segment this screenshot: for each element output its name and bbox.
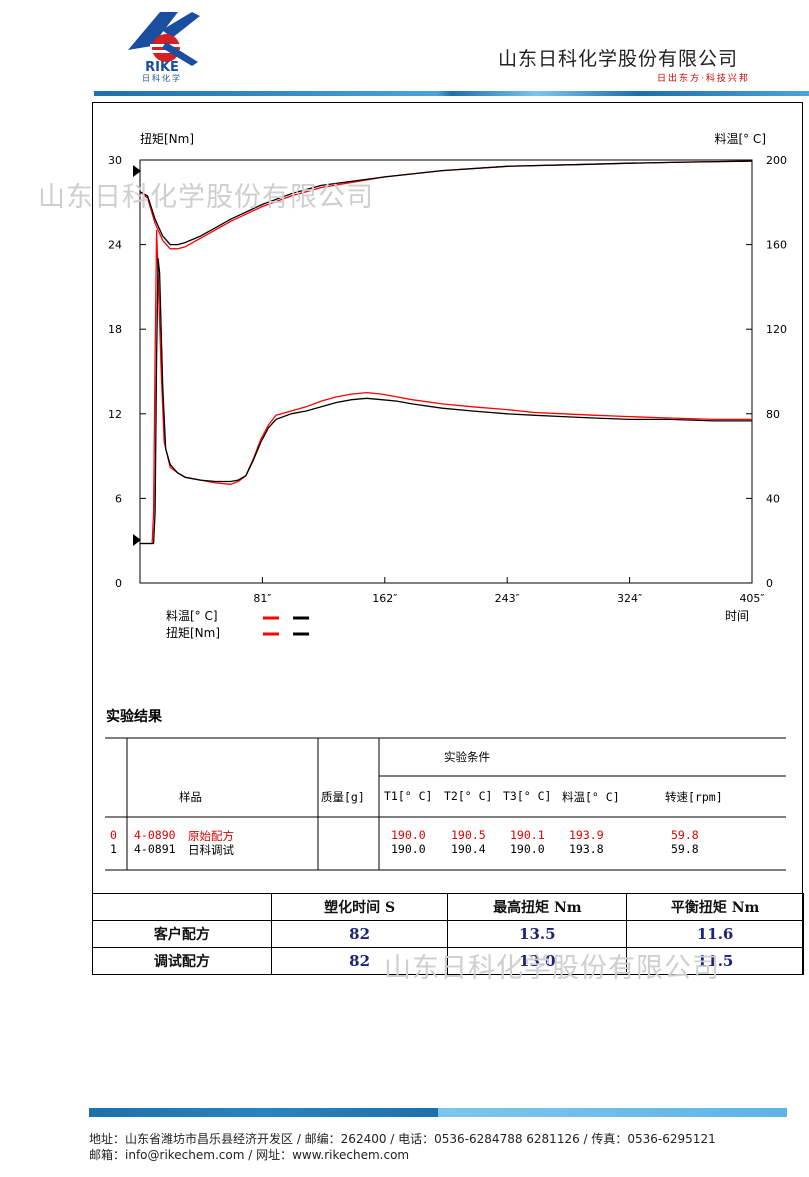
footer-address: 地址：山东省潍坊市昌乐县经济开发区 / 邮编：262400 / 电话：0536-…	[89, 1132, 716, 1146]
row1-temp: 193.8	[569, 842, 604, 856]
row0-code: 4-0890	[134, 828, 176, 842]
left-tick-label: 18	[108, 323, 122, 336]
row0-speed: 59.8	[671, 828, 699, 842]
summary-eq-torque: 11.5	[626, 947, 804, 975]
cond-speed-header: 转速[rpm]	[665, 790, 723, 804]
cond-temp-header: 料温[° C]	[562, 790, 620, 804]
summary-row-trial: 调试配方 82 13.0 11.5	[92, 947, 804, 975]
row0-t2: 190.5	[451, 828, 486, 842]
right-tick-label: 160	[766, 239, 787, 252]
torque-series-line	[140, 229, 752, 545]
row0-temp: 193.9	[569, 828, 604, 842]
row1-t1: 190.0	[391, 842, 426, 856]
left-tick-label: 0	[115, 577, 122, 590]
summary-header-max-torque: 最高扭矩 Nm	[447, 893, 628, 921]
summary-table: 塑化时间 S 最高扭矩 Nm 平衡扭矩 Nm 客户配方 82 13.5 11.6…	[92, 893, 804, 975]
company-logo: RIKE 日科化学	[122, 6, 202, 83]
summary-plast-time: 82	[270, 947, 449, 975]
summary-header-row: 塑化时间 S 最高扭矩 Nm 平衡扭矩 Nm	[92, 893, 804, 921]
right-tick-label: 0	[766, 577, 773, 590]
row1-code: 4-0891	[134, 842, 176, 856]
summary-row-customer: 客户配方 82 13.5 11.6	[92, 920, 804, 948]
x-tick-label: 324″	[617, 592, 642, 605]
logo-subtext: 日科化学	[142, 73, 182, 82]
watermark: 山东日科化学股份有限公司	[384, 953, 720, 984]
summary-eq-torque: 11.6	[626, 920, 804, 948]
footer-bar	[89, 1108, 787, 1117]
temperature-series-line	[139, 160, 753, 246]
legend-torque-label: 扭矩[Nm]	[166, 626, 220, 640]
row1-index: 1	[110, 842, 117, 856]
header-bar	[94, 91, 809, 96]
row0-name: 原始配方	[188, 829, 234, 843]
summary-header-blank	[92, 893, 272, 921]
summary-max-torque: 13.5	[447, 920, 628, 948]
report-frame	[92, 102, 803, 975]
logo-text: RIKE	[145, 60, 179, 75]
cond-t3-header: T3[° C]	[503, 789, 552, 803]
torque-series-line	[140, 258, 752, 545]
right-tick-label: 40	[766, 492, 780, 505]
right-tick-label: 200	[766, 154, 787, 167]
company-name: 山东日科化学股份有限公司	[498, 48, 739, 70]
summary-max-torque: 13.0	[447, 947, 628, 975]
start-torque-marker	[133, 534, 141, 546]
summary-plast-time: 82	[270, 920, 449, 948]
left-tick-label: 30	[108, 154, 122, 167]
right-tick-label: 80	[766, 408, 780, 421]
x-tick-label: 405″	[739, 592, 764, 605]
watermark: 山东日科化学股份有限公司	[38, 182, 374, 213]
left-tick-label: 6	[115, 492, 122, 505]
x-axis-title: 时间	[725, 609, 749, 623]
x-tick-label: 81″	[253, 592, 271, 605]
sample-header: 样品	[179, 790, 202, 804]
start-temp-marker	[133, 165, 141, 177]
x-tick-label: 162″	[372, 592, 397, 605]
row1-t2: 190.4	[451, 842, 486, 856]
row0-index: 0	[110, 828, 117, 842]
summary-header-plast-time: 塑化时间 S	[270, 893, 449, 921]
x-tick-label: 243″	[495, 592, 520, 605]
plot-area	[139, 159, 753, 584]
conditions-header: 实验条件	[444, 750, 490, 764]
summary-row-label: 客户配方	[92, 920, 272, 948]
footer-contact: 邮箱：info@rikechem.com / 网址：www.rikechem.c…	[89, 1148, 410, 1162]
row1-t3: 190.0	[510, 842, 545, 856]
rheology-chart: 扭矩[Nm] 料温[° C] 时间 0 6 12 18 24 30 0 40 80 120 160 2…	[108, 132, 787, 640]
row1-speed: 59.8	[671, 842, 699, 856]
legend-temp-label: 料温[° C]	[166, 609, 218, 623]
cond-t1-header: T1[° C]	[384, 789, 433, 803]
summary-row-label: 调试配方	[92, 947, 272, 975]
right-tick-label: 120	[766, 323, 787, 336]
right-axis-title: 料温[° C]	[714, 132, 766, 146]
mass-header: 质量[g]	[321, 790, 365, 804]
row0-t3: 190.1	[510, 828, 545, 842]
row0-t1: 190.0	[391, 828, 426, 842]
left-tick-label: 24	[108, 239, 122, 252]
summary-header-eq-torque: 平衡扭矩 Nm	[626, 893, 804, 921]
left-tick-label: 12	[108, 408, 122, 421]
row1-name: 日科调试	[188, 843, 234, 857]
results-title: 实验结果	[106, 709, 162, 725]
company-slogan: 日出东方·科技兴邦	[657, 74, 750, 84]
cond-t2-header: T2[° C]	[444, 789, 493, 803]
left-axis-title: 扭矩[Nm]	[140, 132, 194, 146]
